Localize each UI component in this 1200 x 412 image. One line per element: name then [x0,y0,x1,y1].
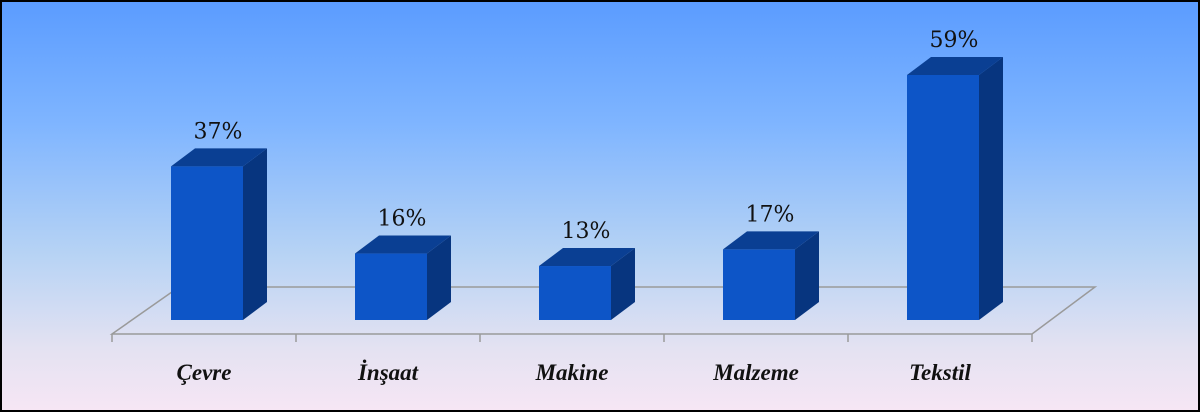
data-label: 37% [194,119,243,144]
data-label: 59% [930,28,979,53]
x-tick-label: İnşaat [357,359,419,385]
bar-top [723,231,819,250]
bar-side [979,57,1003,320]
data-label: 17% [746,202,795,227]
chart-floor-outline [109,286,1098,335]
bar-top [171,148,267,167]
bar-front [907,75,979,320]
bar-side [611,248,635,320]
bar-side [795,231,819,320]
bar-front [171,166,243,320]
bar-side [427,235,451,320]
bar-front [723,249,795,320]
data-label: 16% [378,207,427,232]
bar-front [539,266,611,320]
bar-4 [723,231,819,320]
x-tick-label: Malzeme [712,360,799,385]
bar-top [539,248,635,267]
bar-5 [907,57,1003,320]
bar-top [355,235,451,254]
chart-floor [109,286,1098,342]
bar-top [907,57,1003,75]
bar-side [243,148,267,320]
x-tick-label: Çevre [177,360,232,385]
bars [171,57,1003,320]
bar-1 [171,148,267,320]
data-label: 13% [562,219,611,244]
bar-3 [539,248,635,320]
x-tick-label: Tekstil [909,360,971,385]
x-tick-label: Makine [535,360,609,385]
bar-front [355,253,427,320]
bar-2 [355,235,451,320]
labels: 37% Çevre 16% İnşaat 13% Makine 17% Malzeme 59% T… [177,28,979,385]
